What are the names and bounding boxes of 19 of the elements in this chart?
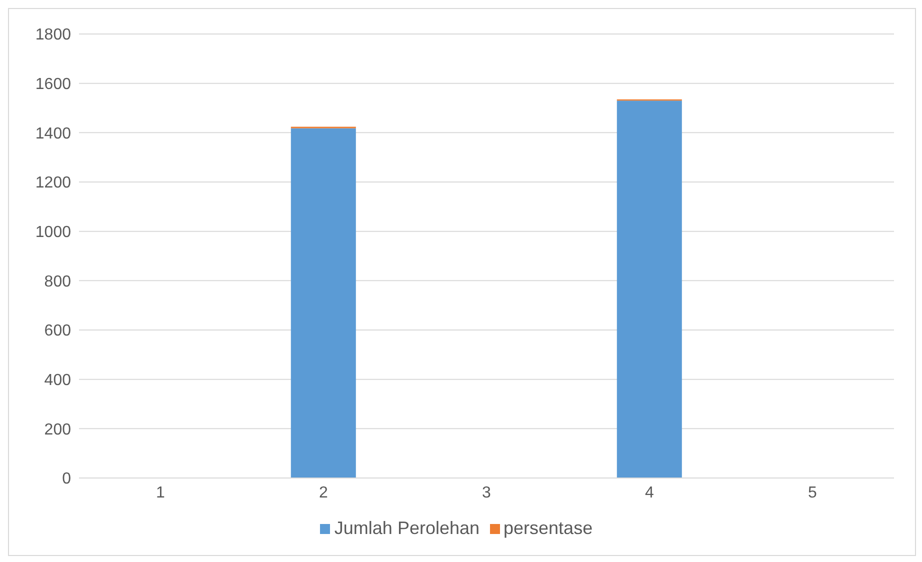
y-tick-label: 0 bbox=[62, 470, 72, 488]
x-tick-label: 4 bbox=[645, 484, 654, 502]
y-tick-label: 1400 bbox=[35, 125, 72, 142]
legend-label: Jumlah Perolehan bbox=[334, 518, 480, 538]
legend-label: persentase bbox=[504, 518, 593, 538]
y-tick-label: 1000 bbox=[35, 224, 72, 242]
y-tick-label: 1600 bbox=[35, 76, 72, 94]
y-tick-label: 400 bbox=[44, 372, 72, 390]
y-tick-label: 800 bbox=[44, 273, 72, 290]
y-tick-label: 200 bbox=[44, 421, 72, 438]
y-tick-label: 1800 bbox=[35, 26, 72, 44]
y-tick-label: 1200 bbox=[35, 174, 72, 192]
y-tick-label: 600 bbox=[44, 322, 72, 340]
x-tick-label: 2 bbox=[319, 484, 328, 502]
bar bbox=[290, 128, 356, 478]
x-tick-label: 1 bbox=[156, 484, 166, 502]
x-tick-label: 5 bbox=[808, 484, 818, 502]
bar bbox=[616, 100, 682, 478]
x-tick-label: 3 bbox=[482, 484, 492, 502]
